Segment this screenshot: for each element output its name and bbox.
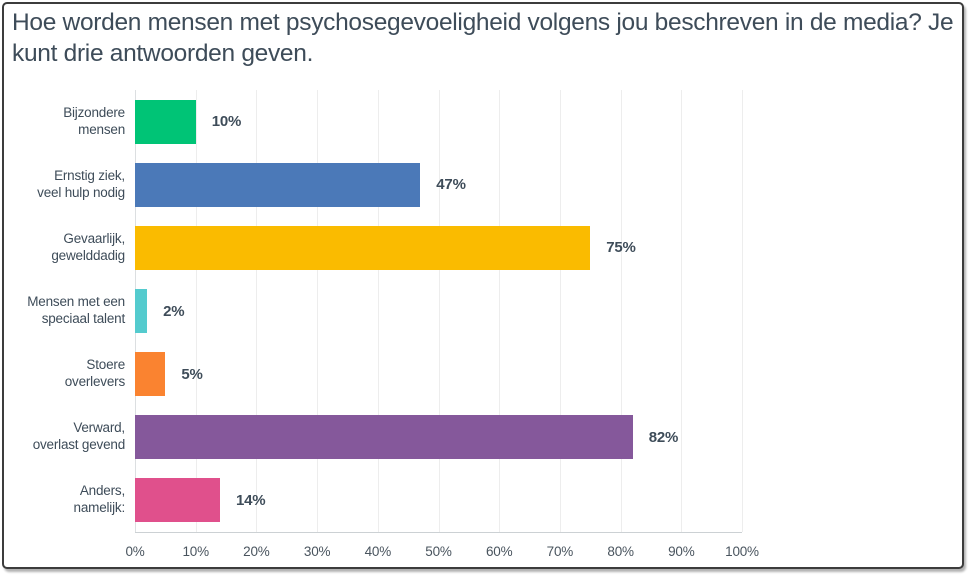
bar-value-label: 47% xyxy=(436,176,466,194)
category-label-line: Bijzondere xyxy=(63,104,125,120)
category-label: Anders, namelijk: xyxy=(10,482,126,516)
x-tick-label: 100% xyxy=(725,544,759,559)
x-tick-label: 20% xyxy=(243,544,270,559)
category-label-line: Verward, xyxy=(73,420,125,436)
x-tick-label: 70% xyxy=(546,544,574,559)
category-label-line: speciaal talent xyxy=(41,311,126,326)
x-tick-label: 30% xyxy=(303,544,331,559)
bar-value-label: 2% xyxy=(163,302,185,320)
x-tick-label: 50% xyxy=(425,544,452,559)
gridline xyxy=(681,90,683,532)
gridline xyxy=(620,90,622,532)
bar-value-label: 10% xyxy=(211,113,242,131)
category-label: Bijzondere mensen xyxy=(10,104,125,138)
category-label: Ernstig ziek, veel hulp nodig xyxy=(10,167,125,201)
category-label-line: gewelddadig xyxy=(51,247,125,263)
category-label-line: Stoere xyxy=(86,357,125,373)
bar xyxy=(135,289,148,333)
x-axis-line xyxy=(135,532,742,533)
category-label-line: veel hulp nodig xyxy=(37,184,125,200)
x-tick-label: 60% xyxy=(485,544,513,559)
bar-value-label: 5% xyxy=(181,365,203,383)
category-label: Mensen met een speciaal talent xyxy=(10,293,125,327)
bar xyxy=(135,478,220,523)
gridline xyxy=(317,90,319,532)
category-label-line: Anders, xyxy=(79,483,125,499)
gridline xyxy=(559,90,561,532)
category-label: Gevaarlijk, gewelddadig xyxy=(10,230,125,264)
bar-value-label: 14% xyxy=(235,491,266,509)
bar xyxy=(135,99,196,144)
gridline xyxy=(256,90,258,532)
bar-value-label: 82% xyxy=(648,428,679,446)
x-tick-label: 90% xyxy=(668,544,695,559)
category-label-line: Gevaarlijk, xyxy=(63,230,125,246)
category-label: Verward, overlast gevend xyxy=(10,419,126,453)
category-label-line: Ernstig ziek, xyxy=(54,167,125,183)
category-label-line: namelijk: xyxy=(73,500,126,516)
x-tick-label: 40% xyxy=(364,544,392,559)
bar xyxy=(135,415,633,460)
gridline xyxy=(742,90,743,532)
gridline xyxy=(377,90,379,532)
survey-chart-window: Hoe worden mensen met psychosegevoelighe… xyxy=(2,2,964,569)
category-label-line: overlevers xyxy=(64,374,125,390)
bar xyxy=(135,352,166,397)
category-label-line: Mensen met een xyxy=(27,294,125,309)
gridline xyxy=(499,90,501,532)
category-label-line: overlast gevend xyxy=(32,437,126,453)
category-label-line: mensen xyxy=(78,121,125,137)
plot-area xyxy=(135,90,743,533)
x-tick-label: 0% xyxy=(125,544,145,559)
bar xyxy=(135,162,421,207)
x-tick-label: 80% xyxy=(607,544,634,559)
gridline xyxy=(438,90,440,532)
chart-title: Hoe worden mensen met psychosegevoelighe… xyxy=(12,9,954,68)
gridline xyxy=(195,90,197,532)
bar xyxy=(135,225,591,270)
category-label: Stoere overlevers xyxy=(10,356,125,390)
x-tick-label: 10% xyxy=(182,544,209,559)
bar-value-label: 75% xyxy=(606,239,636,257)
